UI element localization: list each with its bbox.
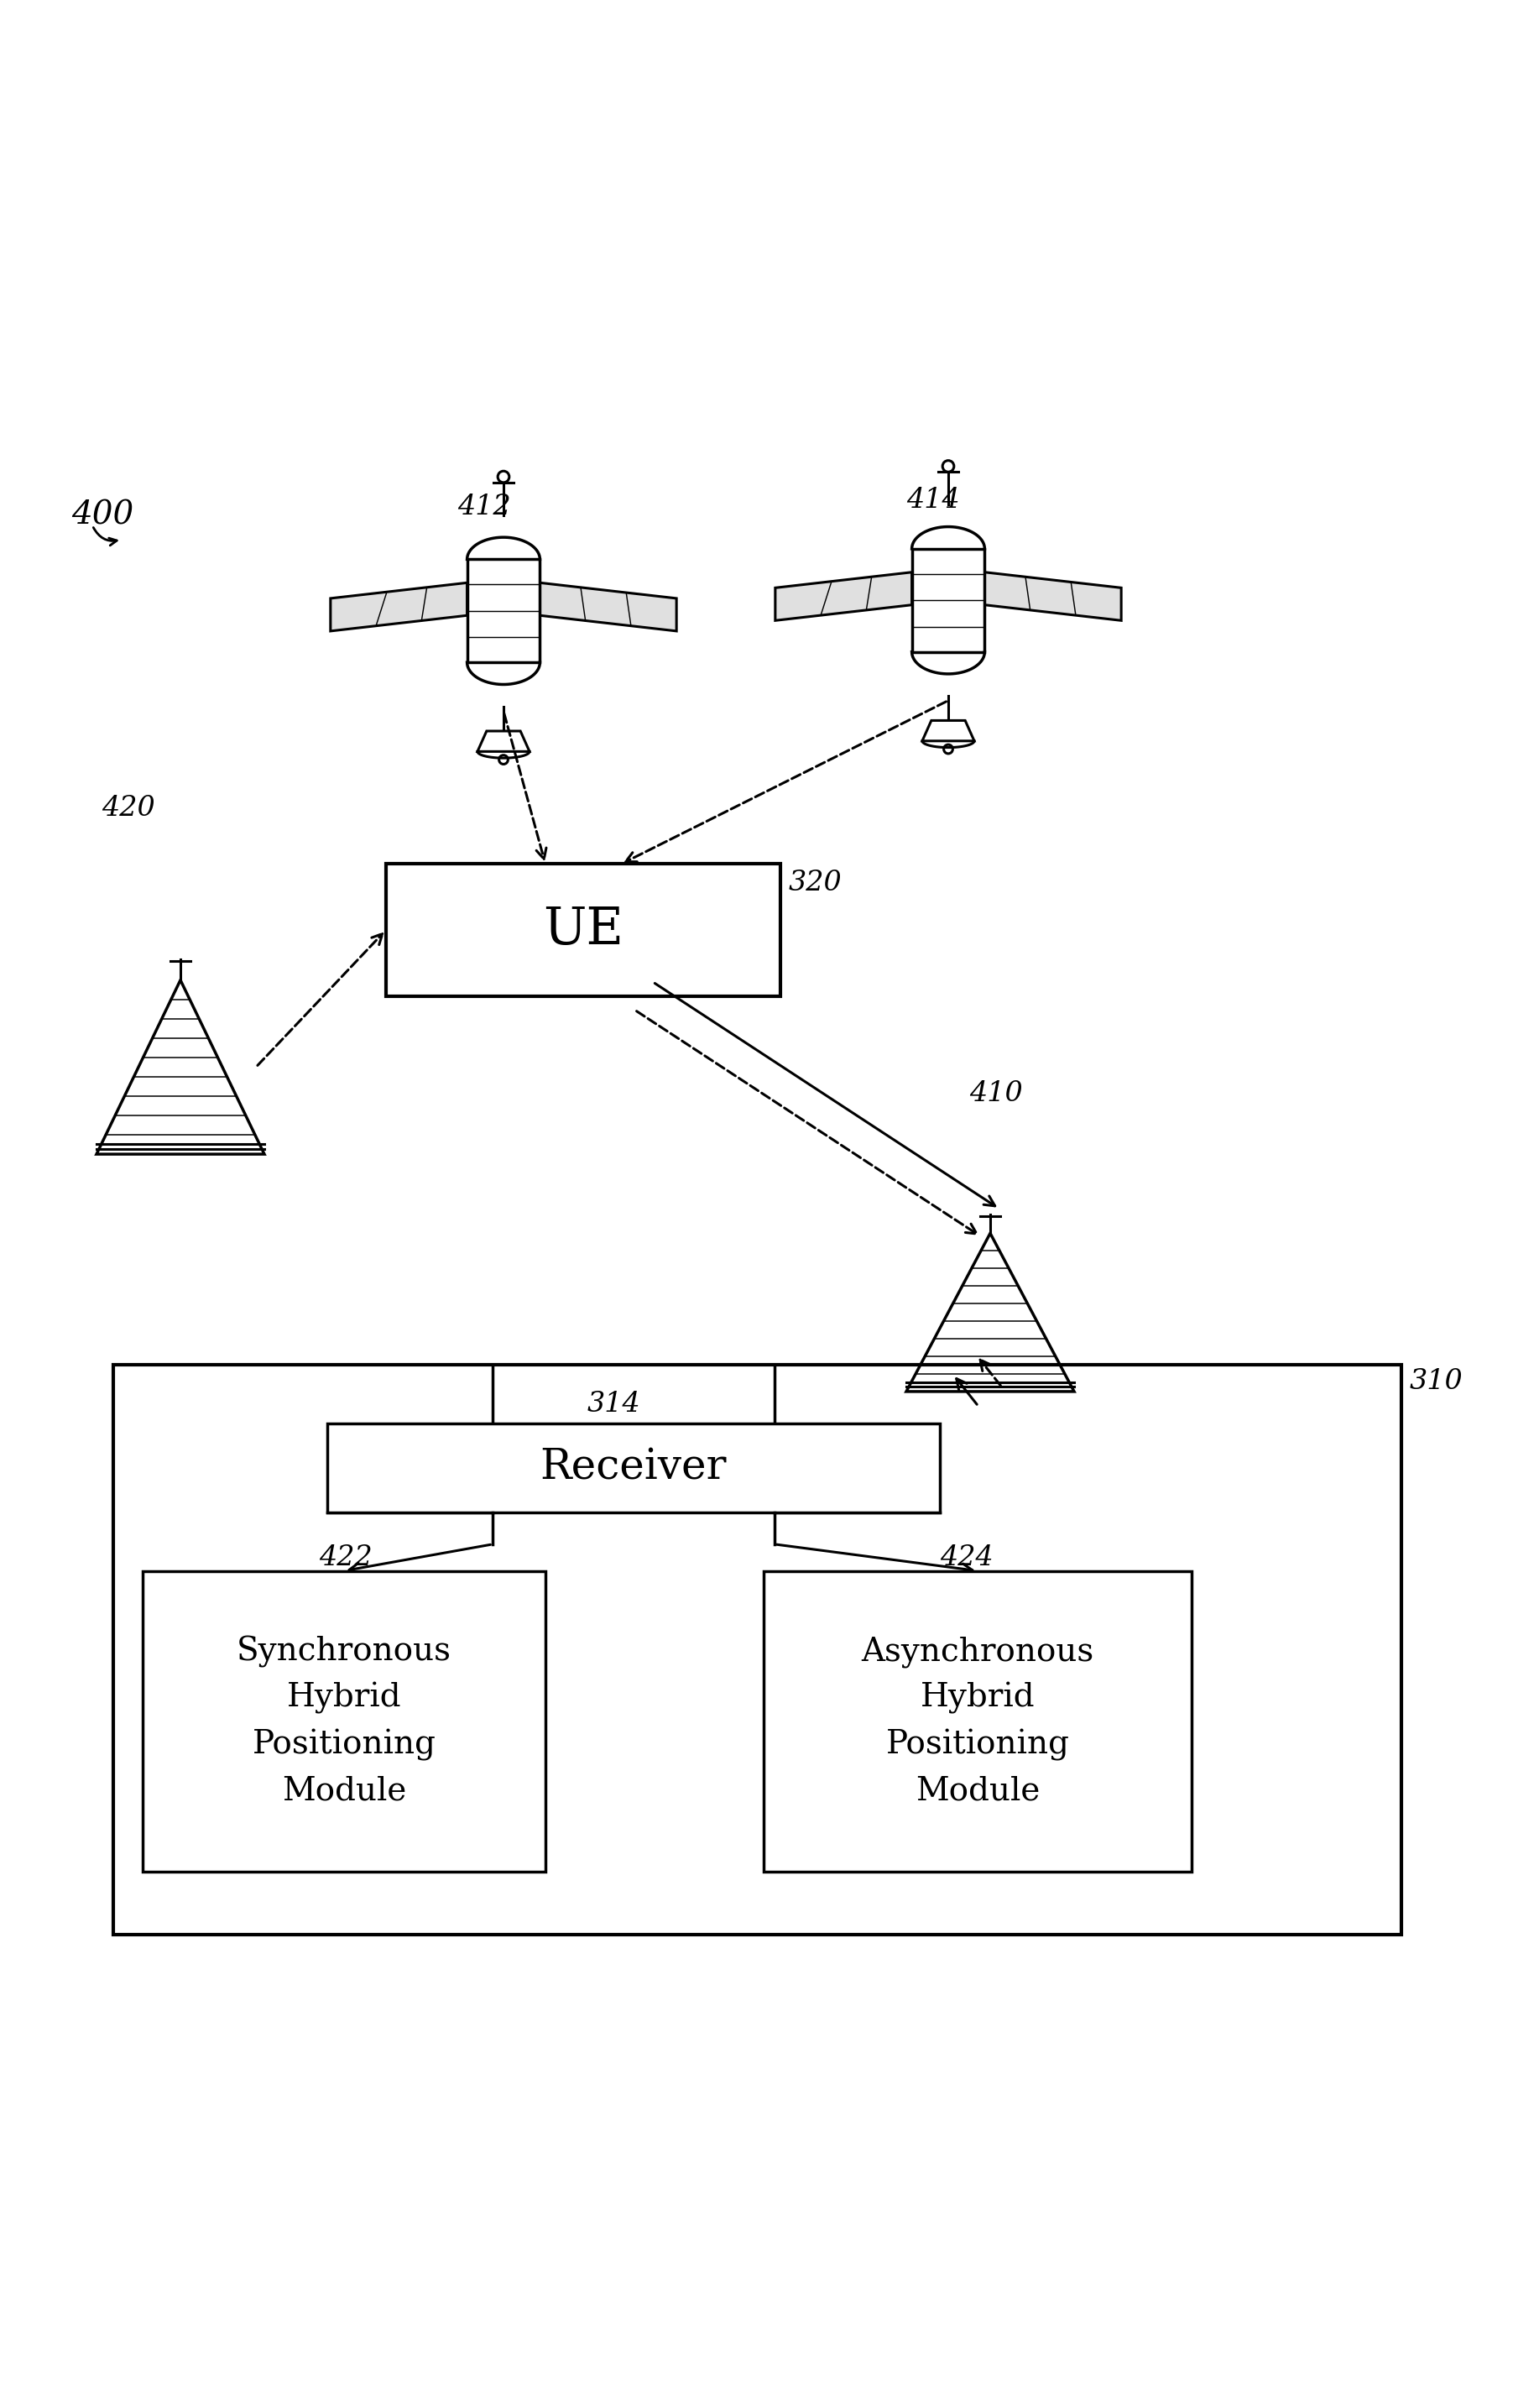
Text: 400: 400 bbox=[71, 501, 133, 532]
Text: Asynchronous
Hybrid
Positioning
Module: Asynchronous Hybrid Positioning Module bbox=[861, 1635, 1094, 1806]
Text: 422: 422 bbox=[319, 1544, 372, 1570]
Text: 412: 412 bbox=[457, 494, 511, 520]
Text: 414: 414 bbox=[906, 486, 959, 513]
Polygon shape bbox=[775, 573, 912, 621]
Text: 424: 424 bbox=[940, 1544, 994, 1570]
Text: 320: 320 bbox=[788, 869, 843, 896]
Polygon shape bbox=[985, 573, 1121, 621]
Polygon shape bbox=[540, 583, 676, 631]
Text: Synchronous
Hybrid
Positioning
Module: Synchronous Hybrid Positioning Module bbox=[236, 1635, 451, 1806]
Bar bbox=[764, 1570, 1192, 1871]
Bar bbox=[142, 1570, 546, 1871]
Text: UE: UE bbox=[543, 905, 623, 956]
Polygon shape bbox=[478, 732, 530, 751]
Bar bbox=[327, 1423, 940, 1512]
Text: 410: 410 bbox=[970, 1079, 1023, 1108]
Bar bbox=[386, 864, 781, 997]
Polygon shape bbox=[330, 583, 468, 631]
Text: 420: 420 bbox=[101, 795, 156, 821]
Polygon shape bbox=[912, 549, 985, 653]
Text: Receiver: Receiver bbox=[540, 1447, 726, 1488]
Text: 314: 314 bbox=[587, 1392, 642, 1418]
Text: 310: 310 bbox=[1410, 1368, 1463, 1394]
Polygon shape bbox=[923, 720, 974, 742]
Bar bbox=[113, 1365, 1401, 1934]
Polygon shape bbox=[468, 559, 540, 662]
